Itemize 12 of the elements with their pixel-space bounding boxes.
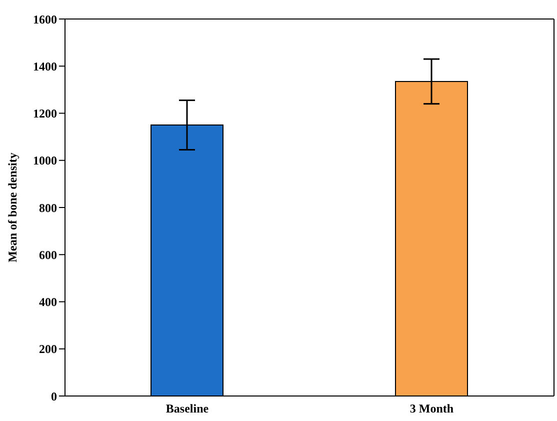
y-tick-label: 800 [39, 200, 57, 215]
y-tick-label: 600 [39, 248, 57, 262]
y-tick-label: 200 [39, 342, 57, 356]
y-tick-label: 1200 [33, 106, 57, 121]
y-tick-label: 1400 [33, 59, 57, 74]
x-tick-label: Baseline [166, 402, 210, 416]
y-tick-label: 1000 [33, 154, 57, 168]
y-axis-title: Mean of bone density [5, 152, 20, 262]
y-tick-label: 1600 [33, 12, 57, 26]
y-tick-label: 0 [51, 389, 57, 404]
x-tick-label: 3 Month [410, 402, 454, 416]
y-tick-label: 400 [39, 295, 57, 310]
